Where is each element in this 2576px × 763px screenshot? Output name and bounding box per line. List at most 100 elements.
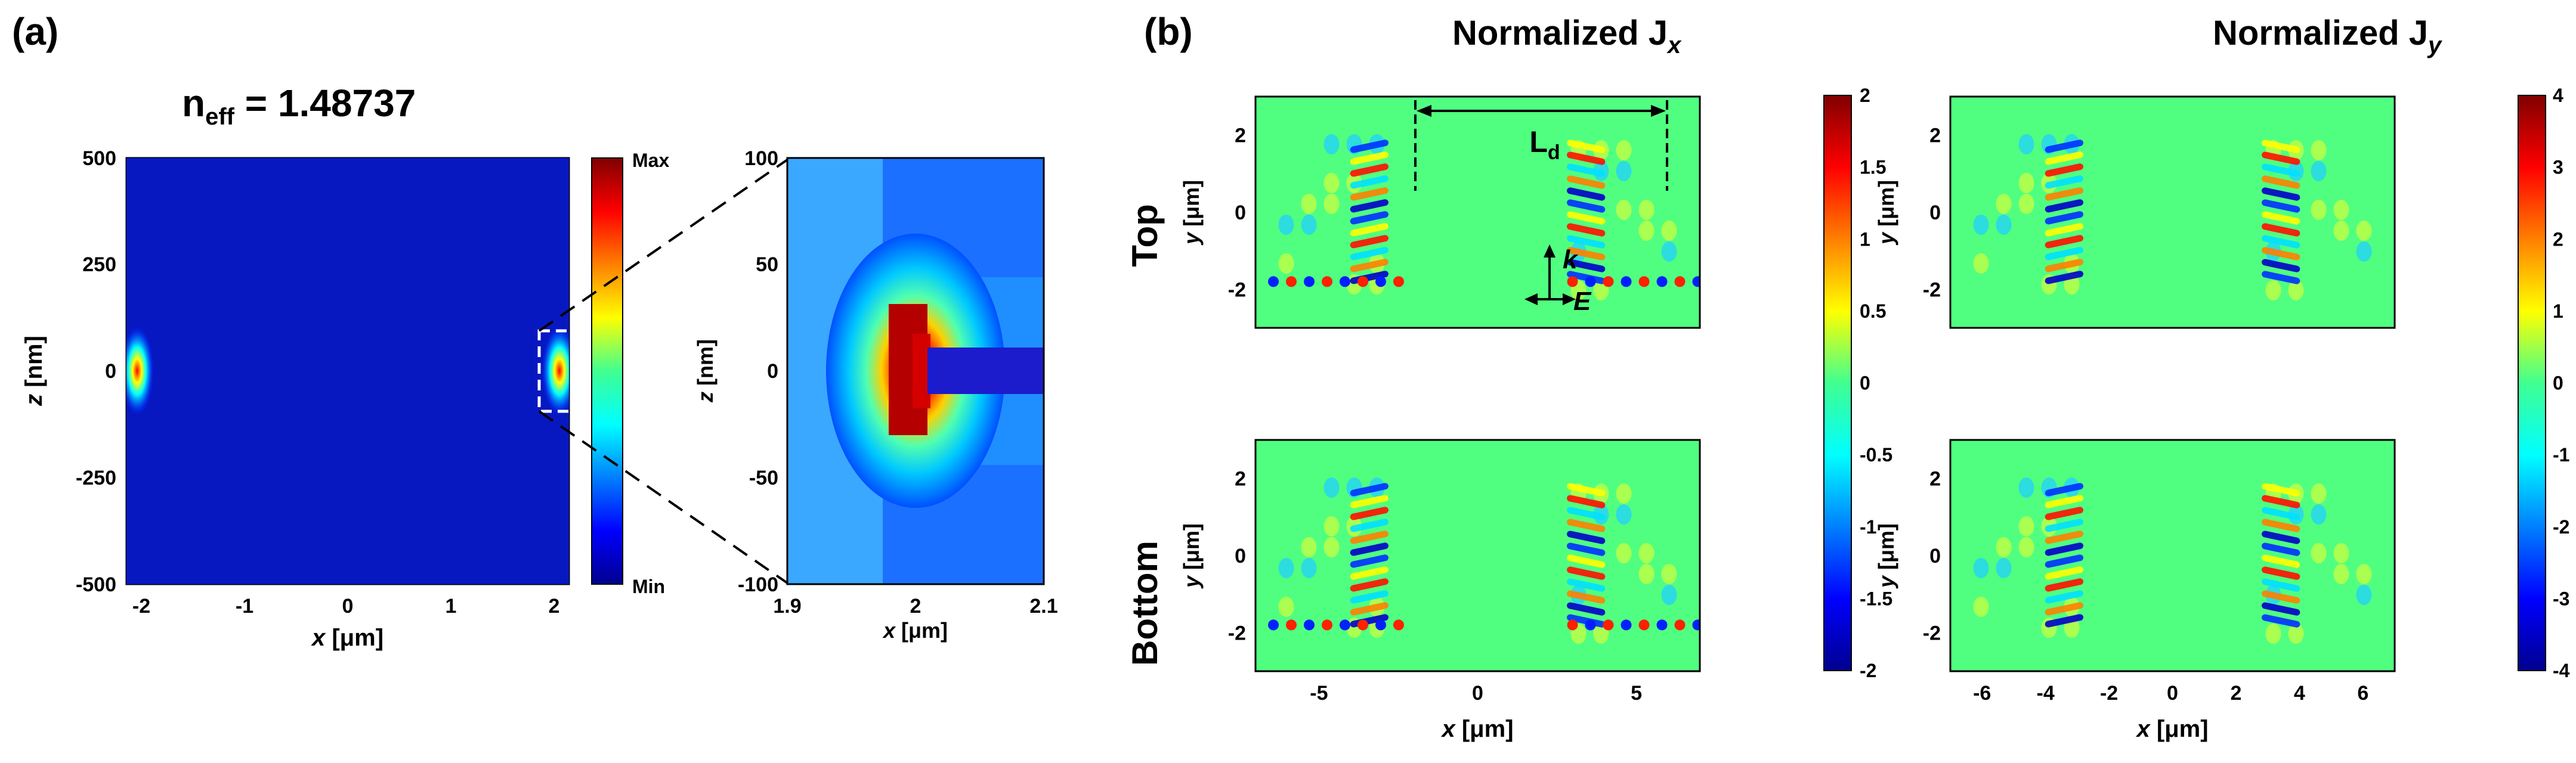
tick-label: 0 [342,595,354,618]
tick-label: 2 [549,595,560,618]
kE-annotation: k E [1524,244,1592,316]
zoom-line-top [538,159,788,332]
colorbar-tick-label: 2 [2553,228,2563,250]
row-label-top: Top [1125,204,1165,267]
tick-label: -100 [738,573,778,596]
ld-annotation: Ld [1414,100,1668,191]
tick-label: 0 [1472,682,1483,705]
colorbar-jy-ticks: 4 3 2 1 0 -1 -2 -3 -4 [2553,85,2570,681]
main-y-axis-label: z [nm] [21,336,47,407]
tick-label: 2 [1929,468,1941,491]
zoom-y-axis-label: z [nm] [693,339,718,403]
y-axis-label-jx-top: y [μm] [1179,180,1204,246]
tick-label: 0 [2167,682,2178,705]
main-x-ticks: -2 -1 0 1 2 [132,595,560,618]
tick-label: 0 [767,360,778,383]
panel-b-label: (b) [1144,10,1193,53]
main-y-ticks: 500 250 0 -250 -500 [76,147,116,596]
neff-title: neff = 1.48737 [182,82,416,130]
tick-label: -2 [1923,278,1941,301]
y-ticks-jy-top: 2 0 -2 [1923,125,1941,302]
field-map-jy-top: 2 0 -2 y [μm] [1874,95,2396,329]
colorbar-tick-label: 0 [2553,373,2563,394]
tick-label: 6 [2357,682,2368,705]
tick-label: 2 [2230,682,2241,705]
tick-label: 1 [446,595,457,618]
x-ticks-jx-bottom: -5 0 5 [1310,682,1642,705]
left-hotspot [126,323,155,418]
tick-label: -2 [1228,278,1246,301]
y-axis-label-jy-bottom: y [μm] [1874,523,1898,589]
tick-label: -2 [2100,682,2118,705]
colorbar-tick-label: 0 [1860,373,1870,394]
tick-label: -4 [2037,682,2055,705]
colorbar-tick-label: -0.5 [1860,444,1892,466]
tick-label: -1 [236,595,253,618]
tick-label: 2.1 [1029,595,1057,618]
colorbar-tick-label: -1 [1860,516,1876,538]
x-axis-label-jy-bottom: x [μm] [2135,716,2208,742]
tick-label: 2 [1235,125,1246,147]
tick-label: -50 [749,467,778,489]
colorbar-max-label: Max [632,150,669,171]
tick-label: 4 [2294,682,2305,705]
colorbar-jx [1823,95,1852,671]
right-hotspot [540,323,569,418]
ld-label: Ld [1529,125,1560,164]
colorbar-min-label: Min [632,576,665,597]
k-vector-label: k [1563,245,1579,274]
zoom-box [537,329,574,413]
tick-label: 5 [1631,682,1642,705]
colorbar-tick-label: 4 [2553,85,2563,106]
tick-label: 0 [105,360,116,383]
tick-label: -2 [1228,622,1246,644]
y-ticks-jx-bottom: 2 0 -2 [1228,468,1246,645]
colorbar-tick-label: 1 [1860,228,1870,250]
tick-label: 0 [1929,201,1941,224]
panel-a-label: (a) [12,10,58,53]
colorbar-tick-label: -3 [2553,588,2569,609]
y-ticks-jx-top: 2 0 -2 [1228,125,1246,302]
colorbar-jx-ticks: 2 1.5 1 0.5 0 -0.5 -1 -1.5 -2 [1860,85,1892,681]
tick-label: 2 [1235,468,1246,491]
tick-label: 2 [910,595,921,618]
zoom-x-axis-label: x [μm] [882,618,948,643]
tick-label: 50 [756,253,778,276]
field-map-jx-top: 2 0 -2 y [μm] [1179,95,1701,329]
colorbar-tick-label: 1.5 [1860,157,1886,178]
column-title-jx: Normalized Jx [1452,14,1682,58]
y-axis-label-jx-bottom: y [μm] [1179,523,1204,589]
row-label-bottom: Bottom [1125,541,1165,666]
zoom-heatmap [786,157,1045,585]
main-x-axis-label: x [μm] [311,625,384,651]
tick-label: 250 [82,253,116,276]
colorbar-tick-label: -4 [2553,660,2570,681]
x-axis-label-jx-bottom: x [μm] [1440,716,1513,742]
colorbar-tick-label: -1.5 [1860,588,1892,609]
mode-profile-heatmap [125,157,574,585]
colorbar-tick-label: -2 [1860,660,1876,681]
colorbar-tick-label: 1 [2553,300,2563,322]
colorbar-tick-label: 3 [2553,157,2563,178]
field-panels: 2 0 -2 y [μm] 2 0 -2 y [μm] 2 0 -2 y [μm] -5 0 5 x [μm]… [1179,95,2396,742]
e-vector-label: E [1573,287,1592,316]
tick-label: 0 [1235,545,1246,567]
colorbar-tick-label: -1 [2553,444,2569,466]
tick-label: -250 [76,467,116,489]
column-title-jy: Normalized Jy [2213,14,2442,58]
tick-label: 1.9 [773,595,801,618]
zoom-x-ticks: 1.9 2 2.1 [773,595,1057,618]
tick-label: 0 [1235,201,1246,224]
y-axis-label-jy-top: y [μm] [1874,180,1898,246]
tick-label: -2 [1923,622,1941,644]
tick-label: 0 [1929,545,1941,567]
field-map-jx-bottom: 2 0 -2 y [μm] -5 0 5 x [μm] [1179,439,1701,742]
colorbar-jy [2518,95,2546,671]
colorbar-a [591,157,623,585]
colorbar-tick-label: 2 [1860,85,1870,106]
tick-label: -500 [76,573,116,596]
tick-label: -6 [1973,682,1991,705]
tick-label: 100 [744,147,778,170]
x-ticks-jy-bottom: -6 -4 -2 0 2 4 6 [1973,682,2368,705]
